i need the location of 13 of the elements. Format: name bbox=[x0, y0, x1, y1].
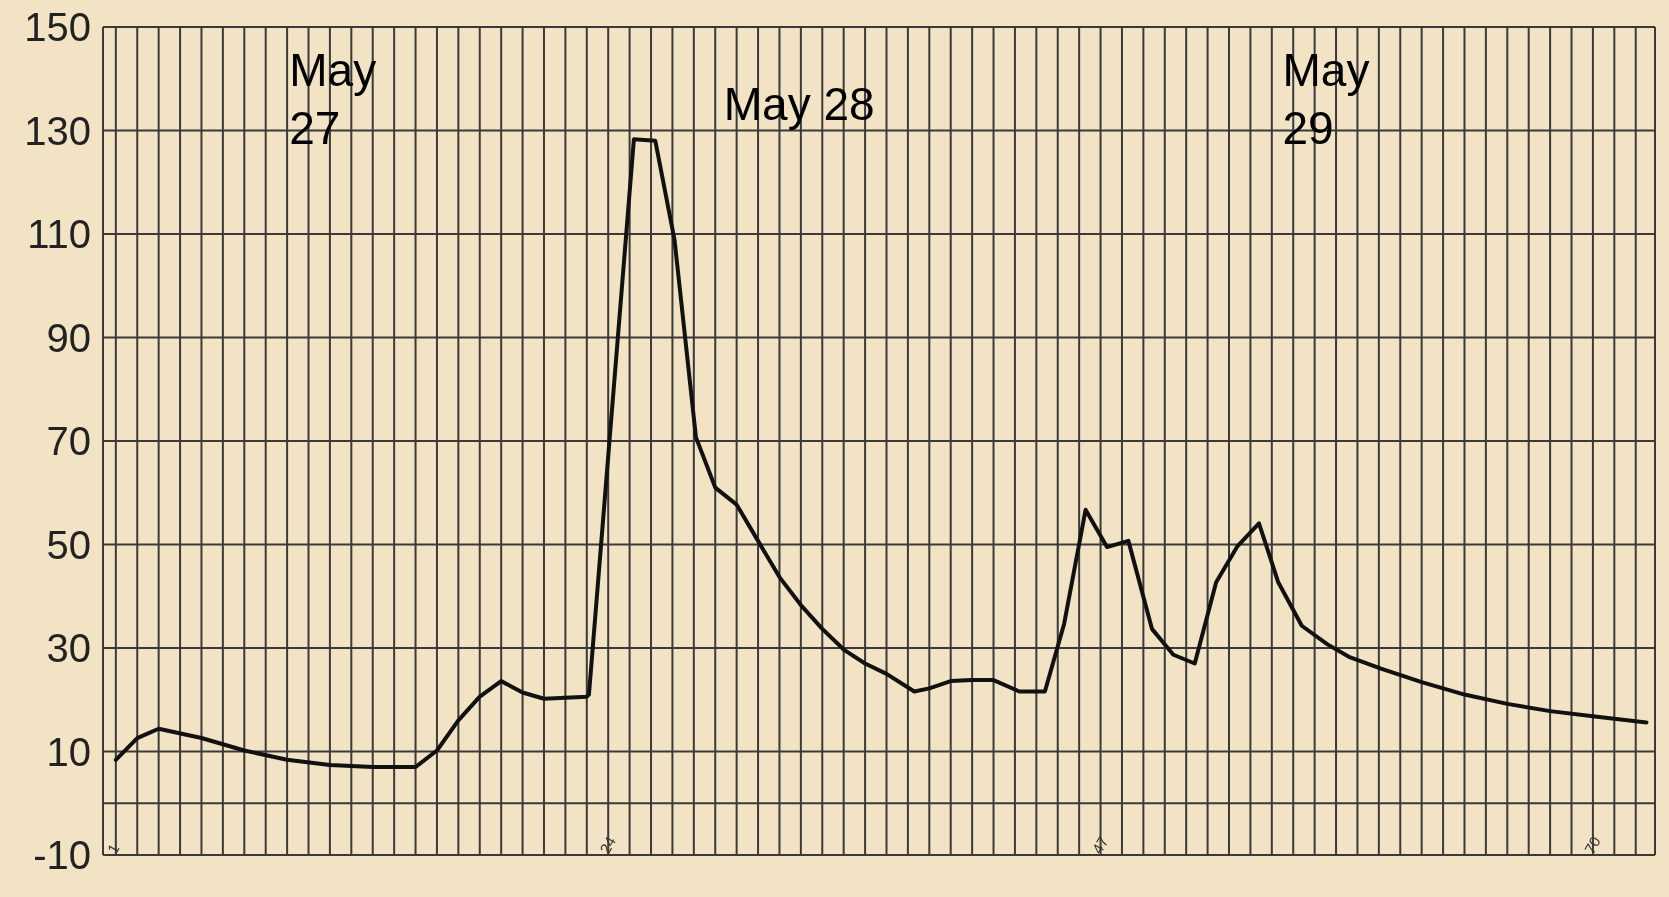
y-tick-label: 90 bbox=[46, 315, 91, 360]
y-tick-label: 50 bbox=[46, 522, 91, 567]
y-tick-label: 110 bbox=[27, 212, 91, 257]
y-tick-label: 130 bbox=[24, 108, 91, 153]
x-tick-label: 70 bbox=[1580, 833, 1604, 857]
x-tick-label: 24 bbox=[596, 833, 620, 857]
y-tick-label: 70 bbox=[46, 419, 91, 464]
x-tick-label: 47 bbox=[1088, 833, 1112, 857]
y-tick-label: -10 bbox=[33, 833, 91, 878]
x-tick-label: 1 bbox=[103, 840, 123, 857]
y-tick-label: 10 bbox=[46, 729, 91, 774]
y-tick-label: 30 bbox=[46, 626, 91, 671]
y-tick-label: 150 bbox=[24, 5, 91, 50]
